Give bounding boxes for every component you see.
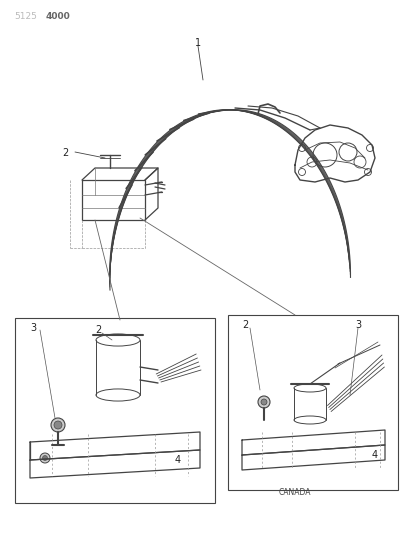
Circle shape	[299, 168, 306, 175]
Circle shape	[366, 144, 373, 151]
Circle shape	[40, 453, 50, 463]
Text: 5125: 5125	[14, 12, 37, 21]
Bar	[15, 318, 215, 503]
Circle shape	[42, 456, 47, 461]
Circle shape	[258, 396, 270, 408]
Text: 3: 3	[30, 323, 36, 333]
Bar	[228, 315, 398, 490]
Text: 4: 4	[372, 450, 378, 460]
Circle shape	[364, 168, 372, 175]
Circle shape	[51, 418, 65, 432]
Text: CANADA: CANADA	[279, 488, 311, 497]
Text: 1: 1	[195, 38, 201, 48]
Circle shape	[261, 399, 267, 405]
Text: 2: 2	[62, 148, 68, 158]
Text: 2: 2	[242, 320, 248, 330]
Text: 4: 4	[175, 455, 181, 465]
Text: 4000: 4000	[46, 12, 71, 21]
Circle shape	[54, 421, 62, 429]
Text: 3: 3	[355, 320, 361, 330]
Text: 2: 2	[95, 325, 101, 335]
Circle shape	[299, 144, 306, 151]
